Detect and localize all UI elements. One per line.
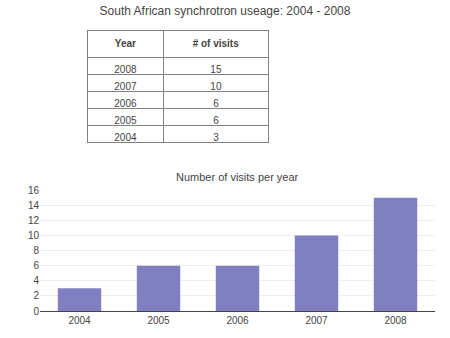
svg-text:Number of visits per year: Number of visits per year [176, 171, 299, 183]
svg-text:16: 16 [28, 185, 40, 196]
svg-text:2004: 2004 [68, 315, 91, 326]
svg-text:0: 0 [33, 306, 39, 317]
svg-text:2008: 2008 [114, 64, 137, 75]
svg-text:6: 6 [213, 98, 219, 109]
svg-text:10: 10 [28, 230, 40, 241]
svg-text:2006: 2006 [226, 315, 249, 326]
svg-text:8: 8 [33, 245, 39, 256]
svg-text:4: 4 [33, 275, 39, 286]
svg-text:2007: 2007 [305, 315, 328, 326]
svg-text:6: 6 [33, 260, 39, 271]
svg-text:14: 14 [28, 200, 40, 211]
svg-text:South African synchrotron usea: South African synchrotron useage: 2004 -… [100, 4, 351, 18]
svg-text:2005: 2005 [147, 315, 170, 326]
svg-text:12: 12 [28, 215, 40, 226]
svg-text:2004: 2004 [114, 132, 137, 143]
svg-text:2: 2 [33, 290, 39, 301]
svg-text:6: 6 [213, 115, 219, 126]
svg-text:3: 3 [213, 132, 219, 143]
svg-text:Year: Year [115, 38, 136, 49]
svg-text:# of visits: # of visits [193, 38, 240, 49]
svg-text:2006: 2006 [114, 98, 137, 109]
svg-text:2007: 2007 [114, 81, 137, 92]
svg-text:2008: 2008 [384, 315, 407, 326]
svg-text:2005: 2005 [114, 115, 137, 126]
svg-text:15: 15 [210, 64, 222, 75]
svg-text:10: 10 [210, 81, 222, 92]
